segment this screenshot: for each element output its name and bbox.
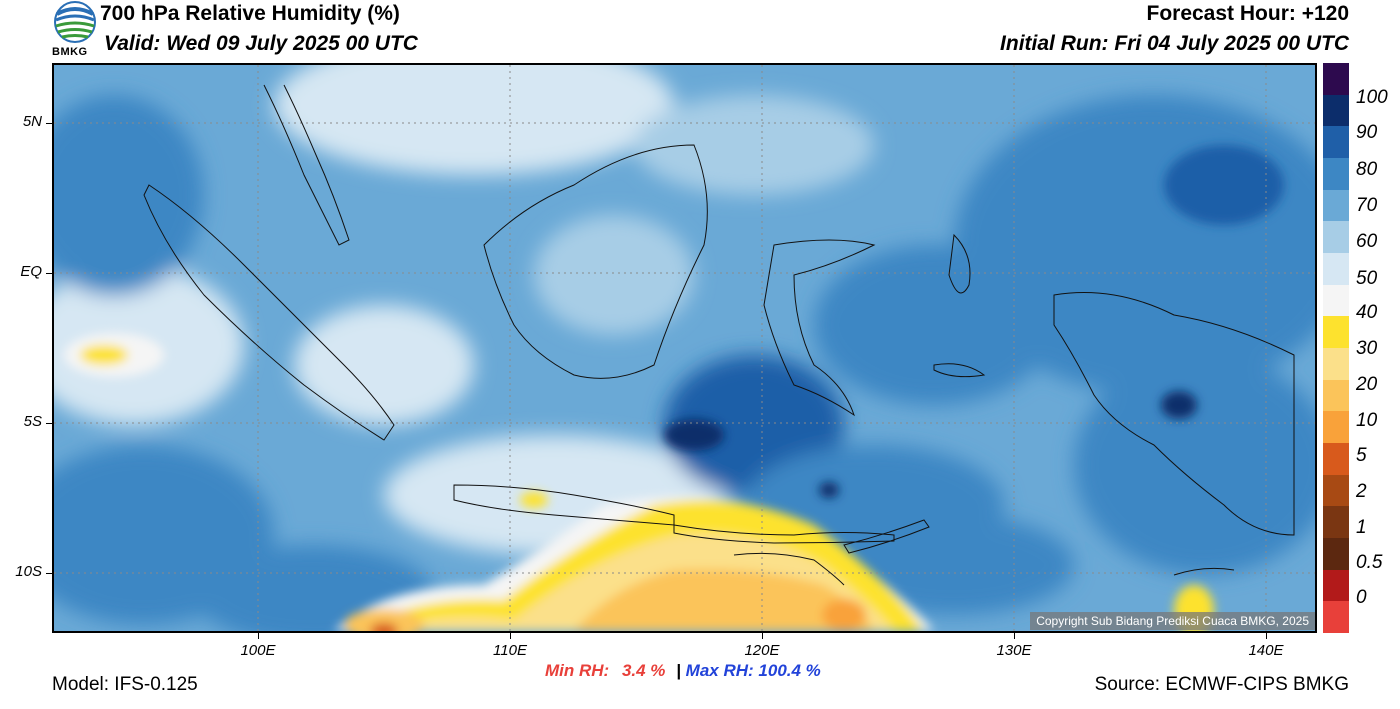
humidity-map [52, 63, 1317, 633]
colorbar-segment [1323, 94, 1349, 127]
colorbar-label: 30 [1356, 338, 1378, 359]
colorbar-segment [1323, 411, 1349, 444]
humidity-field [54, 65, 1315, 631]
lon-tick [1266, 633, 1267, 639]
lon-tick [762, 633, 763, 639]
valid-time: Valid: Wed 09 July 2025 00 UTC [104, 32, 418, 55]
lon-label-130e: 130E [996, 642, 1032, 659]
colorbar-segment [1323, 348, 1349, 381]
lat-tick [46, 273, 52, 274]
lat-tick [46, 123, 52, 124]
colorbar-segment [1323, 126, 1349, 159]
bmkg-logo [52, 0, 98, 60]
colorbar-label: 70 [1356, 195, 1378, 216]
colorbar-segment [1323, 221, 1349, 254]
colorbar-label: 2 [1356, 481, 1367, 502]
colorbar-label: 1 [1356, 517, 1367, 538]
logo-text: BMKG [52, 46, 88, 58]
lon-tick [1014, 633, 1015, 639]
colorbar-label: 10 [1356, 410, 1378, 431]
data-source: Source: ECMWF-CIPS BMKG [1094, 674, 1349, 695]
colorbar-segment [1323, 506, 1349, 539]
bmkg-logo-icon [54, 1, 96, 43]
lat-label-5n: 5N [22, 113, 42, 130]
colorbar-label: 80 [1356, 159, 1378, 180]
forecast-hour: Forecast Hour: +120 [1146, 2, 1350, 25]
colorbar-segment [1323, 474, 1349, 507]
copyright-notice: Copyright Sub Bidang Prediksi Cuaca BMKG… [1030, 612, 1315, 630]
lat-label-5s: 5S [23, 413, 42, 430]
colorbar-segment [1323, 443, 1349, 476]
colorbar-segment [1323, 253, 1349, 286]
colorbar-label: 60 [1356, 231, 1378, 252]
colorbar-label: 40 [1356, 302, 1378, 323]
colorbar-label: 20 [1356, 374, 1378, 395]
colorbar-segment [1323, 538, 1349, 571]
colorbar-label: 50 [1356, 268, 1378, 289]
colorbar-segment [1323, 189, 1349, 222]
colorbar-label: 5 [1356, 445, 1367, 466]
lat-tick [46, 423, 52, 424]
initial-run: Initial Run: Fri 04 July 2025 00 UTC [1000, 32, 1349, 55]
colorbar-segment [1323, 158, 1349, 191]
stats-separator: | [676, 661, 681, 680]
colorbar-label: 90 [1356, 122, 1378, 143]
colorbar [1323, 63, 1349, 634]
lon-label-110e: 110E [493, 642, 527, 659]
rh-stats: Min RH: 3.4 % | Max RH: 100.4 % [545, 661, 821, 681]
lon-label-140e: 140E [1248, 642, 1284, 659]
min-rh-value: 3.4 % [621, 661, 666, 680]
lat-label-eq: EQ [20, 263, 42, 280]
chart-title: 700 hPa Relative Humidity (%) [100, 2, 400, 25]
min-rh-label: Min RH: [545, 661, 610, 680]
lon-label-120e: 120E [744, 642, 780, 659]
colorbar-segment [1323, 63, 1349, 96]
lon-tick [258, 633, 259, 639]
lat-tick [46, 573, 52, 574]
colorbar-label: 0.5 [1356, 552, 1383, 573]
colorbar-segment [1323, 284, 1349, 317]
colorbar-label: 100 [1356, 87, 1388, 108]
max-rh-label: Max RH: [685, 661, 754, 680]
model-name: Model: IFS-0.125 [52, 674, 198, 695]
lon-label-100e: 100E [240, 642, 276, 659]
colorbar-segment [1323, 601, 1349, 634]
max-rh-value: 100.4 % [758, 661, 821, 680]
lat-label-10s: 10S [15, 563, 42, 580]
colorbar-segment [1323, 316, 1349, 349]
colorbar-segment [1323, 379, 1349, 412]
colorbar-label: 0 [1356, 587, 1367, 608]
lon-tick [510, 633, 511, 639]
colorbar-segment [1323, 569, 1349, 602]
